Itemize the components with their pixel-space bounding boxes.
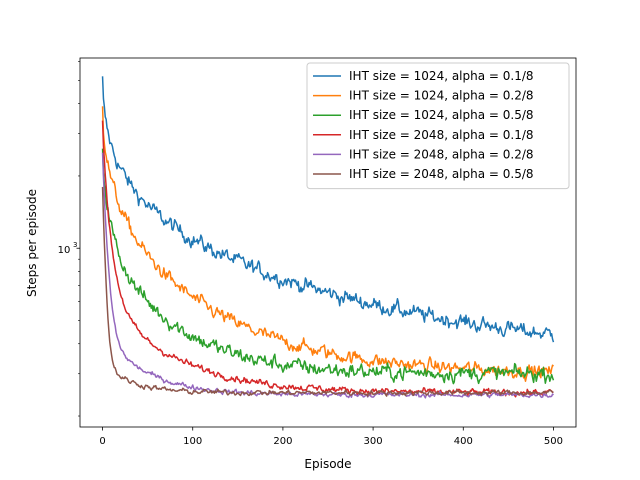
legend-label-4: IHT size = 2048, alpha = 0.1/8 bbox=[349, 128, 534, 142]
x-tick-label: 100 bbox=[183, 436, 202, 447]
y-tick-label-exponent: 3 bbox=[73, 241, 77, 249]
x-ticks: 0 100 200 300 400 500 bbox=[99, 427, 563, 447]
legend-label-2: IHT size = 1024, alpha = 0.2/8 bbox=[349, 89, 534, 103]
series-line-3 bbox=[101, 148, 555, 385]
legend-label-6: IHT size = 2048, alpha = 0.5/8 bbox=[349, 167, 534, 181]
x-tick-label: 500 bbox=[544, 436, 563, 447]
axes-frame bbox=[79, 57, 577, 428]
x-tick-label: 0 bbox=[99, 436, 105, 447]
series-line-6 bbox=[101, 186, 554, 397]
x-tick-label: 400 bbox=[454, 436, 473, 447]
legend-label-5: IHT size = 2048, alpha = 0.2/8 bbox=[349, 147, 534, 161]
legend-label-3: IHT size = 1024, alpha = 0.5/8 bbox=[349, 108, 534, 122]
series-line-5 bbox=[101, 152, 554, 399]
series-layer bbox=[101, 76, 555, 399]
x-tick-label: 300 bbox=[364, 436, 383, 447]
x-axis-label: Episode bbox=[304, 457, 351, 471]
x-tick-label: 200 bbox=[273, 436, 292, 447]
y-axis-label: Steps per episode bbox=[25, 189, 39, 297]
series-line-2 bbox=[101, 106, 555, 382]
legend-box bbox=[306, 62, 570, 190]
y-tick-label-base: 10 bbox=[58, 245, 71, 256]
legend-label-1: IHT size = 1024, alpha = 0.1/8 bbox=[349, 69, 534, 83]
legend: IHT size = 1024, alpha = 0.1/8 IHT size =… bbox=[306, 62, 570, 190]
series-line-1 bbox=[101, 76, 555, 343]
y-ticks: 10 3 bbox=[58, 61, 80, 417]
